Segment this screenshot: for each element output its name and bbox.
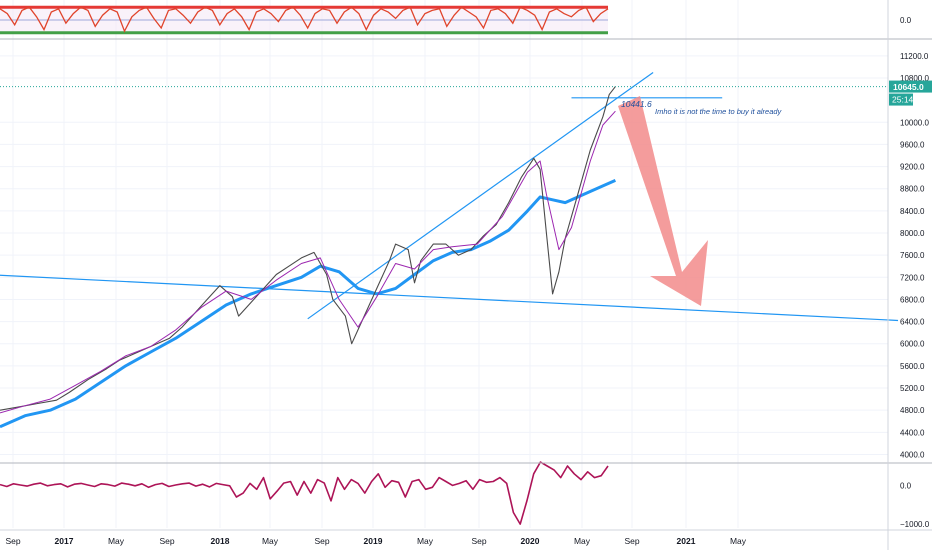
countdown-tag-box <box>889 93 913 106</box>
price-tick-label-14: 9600.0 <box>900 140 925 149</box>
price-tick-label-13: 9200.0 <box>900 163 925 172</box>
time-tick-label-2: May <box>108 536 125 546</box>
price-tick-label-10: 8000.0 <box>900 229 925 238</box>
moving-average-short-line <box>0 110 616 414</box>
price-tick-label-0: 4000.0 <box>900 450 925 459</box>
time-tick-label-4: 2018 <box>211 536 230 546</box>
bottom-oscillator-pane <box>0 461 609 525</box>
time-tick-label-11: May <box>574 536 591 546</box>
top-oscillator-pane <box>0 5 609 35</box>
price-tick-label-1: 4400.0 <box>900 428 925 437</box>
time-tick-label-6: Sep <box>314 536 329 546</box>
price-level-label: 10441.6 <box>621 99 652 109</box>
time-tick-label-8: May <box>417 536 434 546</box>
price-tick-label-15: 10000.0 <box>900 118 929 127</box>
time-tick-label-5: May <box>262 536 279 546</box>
time-tick-label-9: Sep <box>471 536 486 546</box>
main-price-pane <box>0 71 899 429</box>
time-tick-label-0: Sep <box>5 536 20 546</box>
bottom-oscillator-tick-label-1: −1000.0 <box>900 520 930 529</box>
price-tick-label-12: 8800.0 <box>900 185 925 194</box>
time-tick-label-13: 2021 <box>677 536 696 546</box>
time-tick-label-10: 2020 <box>521 536 540 546</box>
price-tag-box <box>889 80 932 93</box>
time-tick-label-14: May <box>730 536 747 546</box>
top-oscillator-tick-label-0: 0.0 <box>900 16 912 25</box>
bottom-oscillator-tick-label-0: 0.0 <box>900 481 912 490</box>
price-line <box>0 86 616 411</box>
price-tick-label-16: 10800.0 <box>900 74 929 83</box>
time-tick-label-3: Sep <box>159 536 174 546</box>
price-tick-label-9: 7600.0 <box>900 251 925 260</box>
time-tick-label-7: 2019 <box>364 536 383 546</box>
price-tick-label-2: 4800.0 <box>900 406 925 415</box>
price-tick-label-17: 11200.0 <box>900 52 929 61</box>
projection-arrow <box>618 96 708 306</box>
annotation-text: Imho it is not the time to buy it alread… <box>655 107 783 116</box>
price-tick-label-11: 8400.0 <box>900 207 925 216</box>
price-tick-label-7: 6800.0 <box>900 295 925 304</box>
price-tick-label-8: 7200.0 <box>900 273 925 282</box>
grid-layer <box>0 0 888 528</box>
support-line <box>0 274 899 322</box>
countdown-tag-label: 25:14 <box>892 95 914 105</box>
price-tick-label-5: 6000.0 <box>900 340 925 349</box>
upper-channel-line <box>307 71 654 320</box>
time-tick-label-1: 2017 <box>55 536 74 546</box>
price-tick-label-6: 6400.0 <box>900 318 925 327</box>
bottom-oscillator-line <box>0 461 609 525</box>
time-tick-label-12: Sep <box>624 536 639 546</box>
price-tick-label-3: 5200.0 <box>900 384 925 393</box>
price-tick-label-4: 5600.0 <box>900 362 925 371</box>
moving-average-long-line <box>0 179 617 429</box>
price-tag-label: 10645.0 <box>893 82 924 92</box>
top-oscillator-line <box>0 6 609 33</box>
